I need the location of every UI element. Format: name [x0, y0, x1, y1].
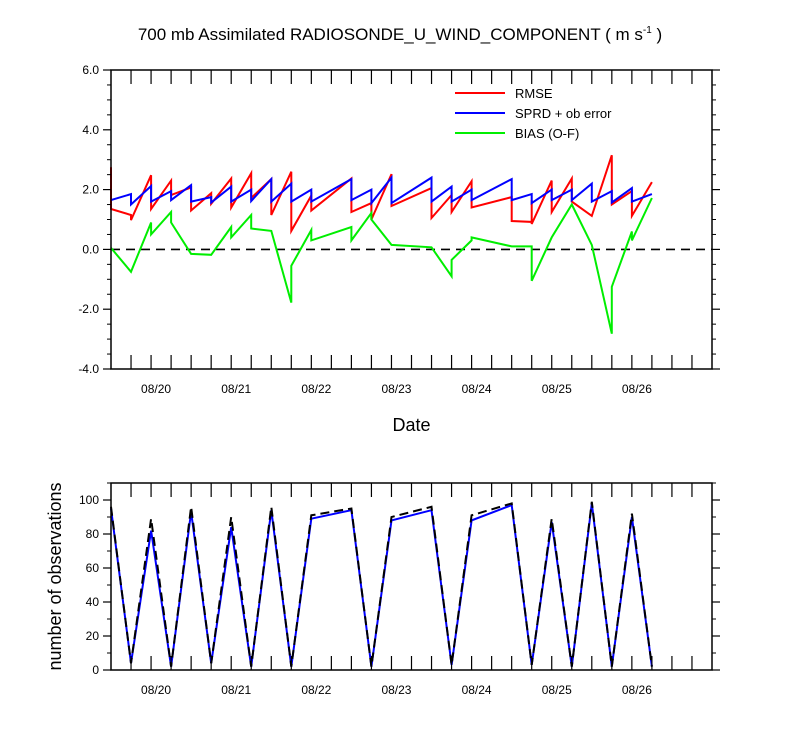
chart-title: 700 mb Assimilated RADIOSONDE_U_WIND_COM…	[138, 25, 662, 44]
plot-frame	[110, 482, 713, 671]
y-tick-label: 100	[79, 493, 99, 507]
x-tick-label: 08/22	[301, 382, 331, 396]
y-tick-label: 2.0	[82, 183, 99, 197]
x-tick-label: 08/26	[622, 382, 652, 396]
y-tick-label: 80	[86, 527, 100, 541]
x-tick-label: 08/25	[542, 382, 572, 396]
x-tick-label: 08/20	[141, 683, 171, 697]
x-tick-label: 08/21	[221, 382, 251, 396]
x-tick-label: 08/22	[301, 683, 331, 697]
legend-label-sprd-ob-error: SPRD + ob error	[515, 106, 612, 121]
x-tick-label: 08/24	[462, 382, 492, 396]
y-tick-label: 4.0	[82, 123, 99, 137]
legend-label-bias-o-f: BIAS (O-F)	[515, 126, 579, 141]
y-axis-label: number of observations	[45, 482, 65, 670]
bias-o-f-line	[110, 197, 653, 334]
x-tick-label: 08/23	[381, 382, 411, 396]
y-tick-label: -4.0	[78, 362, 99, 376]
x-tick-label: 08/24	[462, 683, 492, 697]
rmse-bias-chart: -4.0 -2.0 0.0 2.0 4.0 6.0 08/20 08/21 08/22 08/23…	[78, 63, 720, 435]
y-tick-label: -2.0	[78, 302, 99, 316]
x-tick-label: 08/21	[221, 683, 251, 697]
x-axis-label: Date	[392, 415, 430, 435]
x-tick-label: 08/26	[622, 683, 652, 697]
x-tick-label: 08/25	[542, 683, 572, 697]
x-tick-label: 08/23	[381, 683, 411, 697]
x-tick-label: 08/20	[141, 382, 171, 396]
rmse-line	[110, 154, 653, 235]
sprd-ob-error-line	[110, 174, 653, 207]
y-tick-label: 20	[86, 629, 100, 643]
plot-frame	[110, 69, 713, 370]
y-tick-label: 6.0	[82, 63, 99, 77]
legend-label-rmse: RMSE	[515, 86, 553, 101]
y-tick-label: 0.0	[82, 242, 99, 256]
observations-chart: 0 20 40 60 80 100 08/20 08/21 08/22 08/23 08/24 08/…	[45, 482, 720, 697]
y-tick-label: 60	[86, 561, 100, 575]
y-tick-label: 0	[92, 663, 99, 677]
y-tick-label: 40	[86, 595, 100, 609]
